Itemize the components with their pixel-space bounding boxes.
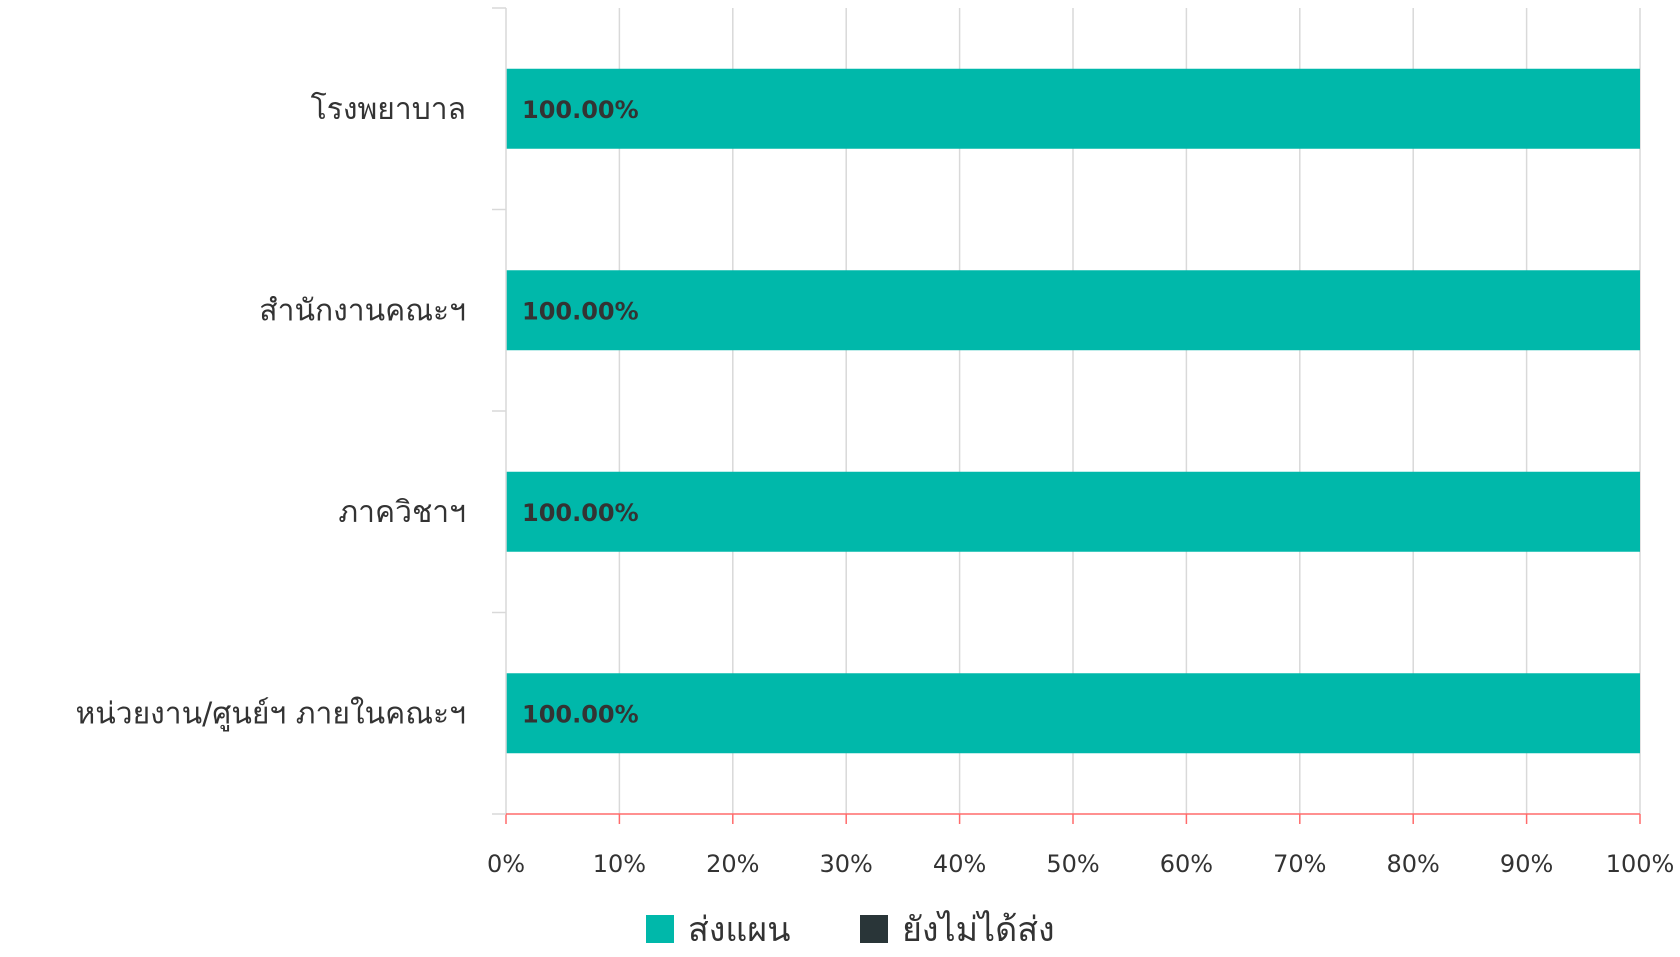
data-label: 100.00%	[522, 700, 639, 728]
x-tick-label: 50%	[1046, 850, 1099, 878]
category-label: ภาควิชาฯ	[338, 495, 466, 530]
axes	[492, 7, 1641, 824]
x-tick-label: 10%	[593, 850, 646, 878]
x-tick-label: 40%	[933, 850, 986, 878]
bar	[506, 471, 1640, 552]
bar	[506, 270, 1640, 351]
x-tick-label: 0%	[487, 850, 525, 878]
x-tick-label: 60%	[1160, 850, 1213, 878]
x-tick-label: 90%	[1500, 850, 1553, 878]
x-tick-label: 20%	[706, 850, 759, 878]
data-label: 100.00%	[522, 297, 639, 325]
legend-label: ส่งแผน	[688, 910, 790, 950]
x-tick-label: 100%	[1606, 850, 1675, 878]
x-tick-label: 70%	[1273, 850, 1326, 878]
x-tick-label: 30%	[820, 850, 873, 878]
bar	[506, 673, 1640, 754]
legend: ส่งแผน ยังไม่ได้ส่ง	[646, 910, 1055, 950]
legend-label: ยังไม่ได้ส่ง	[902, 910, 1055, 950]
x-tick-label: 80%	[1387, 850, 1440, 878]
legend-swatch	[860, 915, 888, 943]
category-label: โรงพยาบาล	[311, 91, 466, 127]
legend-swatch	[646, 915, 674, 943]
category-label: หน่วยงาน/ศูนย์ฯ ภายในคณะฯ	[75, 696, 466, 731]
data-label: 100.00%	[522, 96, 639, 124]
bars	[506, 68, 1640, 754]
bar	[506, 68, 1640, 149]
labels: 0% 10% 20% 30% 40% 50% 60% 70% 80% 90% 100% โรงพยาบ…	[75, 91, 1674, 878]
data-label: 100.00%	[522, 499, 639, 527]
category-label: สำนักงานคณะฯ	[259, 293, 466, 328]
